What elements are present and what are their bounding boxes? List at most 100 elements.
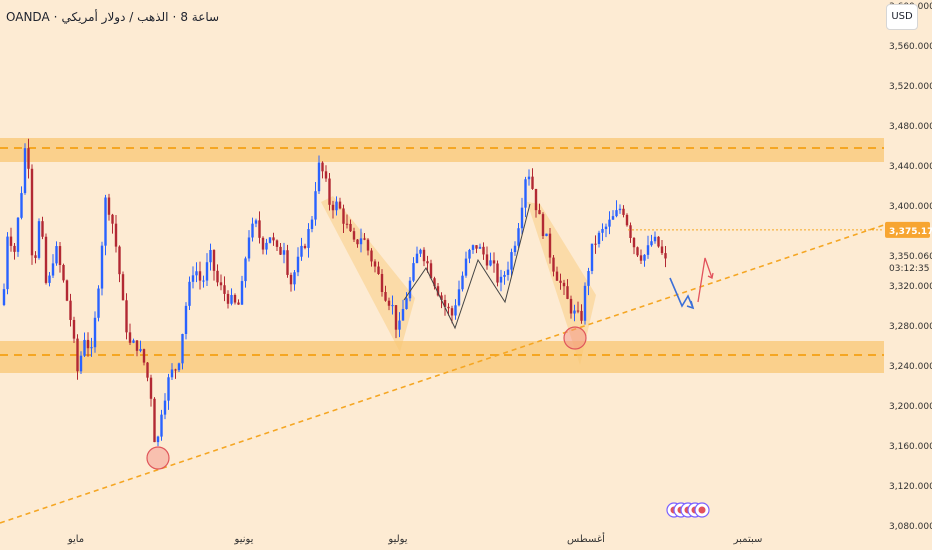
resistance-zone [0, 138, 884, 162]
candle-body [177, 363, 181, 371]
time-tick-label: يوليو [387, 534, 407, 545]
candle-body [629, 225, 632, 238]
price-tick-label: 3,280.000 [889, 322, 932, 332]
time-tick-label: سبتمبر [733, 534, 763, 545]
candle-body [594, 243, 597, 245]
candle-body [345, 223, 349, 225]
time-axis[interactable]: مايو يونيو يوليو أغسطس سبتمبر [67, 532, 763, 545]
ascending-trendline [0, 224, 885, 524]
candle-body [2, 289, 6, 305]
candle-body [237, 302, 240, 305]
candle-body [65, 280, 69, 301]
price-path-line [403, 203, 531, 330]
candle-body [391, 305, 394, 307]
candle-body [321, 162, 324, 172]
projected-rise-arrowhead [707, 272, 714, 279]
candle-body [625, 214, 629, 226]
candle-body [615, 210, 618, 217]
candle-body [478, 246, 482, 249]
candle-body [6, 236, 9, 290]
candle-body [324, 171, 328, 179]
candle-body [23, 148, 27, 194]
candle-body [587, 271, 590, 286]
candle-body [125, 300, 128, 333]
candle-body [282, 250, 286, 255]
candle-body [576, 310, 580, 312]
candle-body [258, 220, 261, 238]
symbol-title: الذهب / دولار أمريكي [61, 10, 169, 24]
candle-body [373, 261, 377, 267]
economic-event-flag-icon [698, 506, 706, 514]
candle-body [650, 241, 653, 246]
candle-body [384, 291, 387, 301]
candle-body [128, 332, 132, 343]
candle-body [83, 339, 86, 356]
price-tick-label: 3,560.000 [889, 42, 932, 52]
candle-body [156, 436, 160, 443]
candle-body [496, 263, 499, 283]
candle-body [660, 246, 664, 254]
candle-body [51, 263, 55, 276]
secondary-price-value: 3,350.060 [889, 252, 932, 262]
candle-body [569, 298, 573, 314]
candle-body [415, 253, 419, 264]
candle-body [205, 262, 209, 281]
interval-label: 8 ساعة [180, 10, 220, 24]
candle-body [370, 250, 373, 262]
candle-body [69, 300, 72, 320]
annotation-layer [0, 203, 885, 524]
candle-body [499, 276, 503, 283]
candle-body [100, 245, 104, 289]
candle-body [653, 236, 657, 242]
candle-body [433, 278, 436, 287]
candle-body [268, 237, 272, 243]
candle-body [363, 238, 366, 240]
candle-body [408, 280, 412, 299]
candle-body [34, 255, 37, 258]
candle-body [510, 252, 513, 270]
candle-body [541, 214, 545, 237]
candle-body [30, 168, 34, 256]
candle-body [559, 280, 562, 283]
candle-body [216, 270, 219, 283]
candle-body [27, 148, 30, 169]
candle-body [597, 232, 601, 245]
support-zone [0, 341, 884, 373]
candle-body [622, 208, 625, 215]
candle-body [429, 263, 433, 279]
candlestick-series [2, 138, 667, 447]
candle-body [90, 347, 93, 349]
candle-body [146, 362, 149, 378]
candle-body [338, 201, 342, 209]
price-tick-label: 3,160.000 [889, 442, 932, 452]
symbol-header: OANDA · الذهب / دولار أمريكي · 8 ساعة [6, 10, 219, 24]
candle-body [517, 228, 520, 246]
candle-body [611, 216, 615, 220]
candle-body [142, 349, 146, 363]
candle-body [447, 306, 450, 309]
candle-body [538, 210, 541, 215]
candle-body [604, 226, 608, 230]
candle-body [475, 245, 478, 249]
candle-body [317, 162, 321, 192]
candle-body [265, 242, 268, 250]
candle-body [188, 281, 191, 306]
currency-selector[interactable]: USD [886, 4, 918, 30]
candle-body [202, 280, 205, 282]
candle-body [608, 219, 611, 227]
candle-body [149, 377, 153, 399]
projected-dip-arrowhead [686, 300, 695, 310]
price-axis[interactable]: 3,640.0003,600.0003,560.0003,520.0003,48… [884, 0, 932, 550]
candle-body [520, 207, 524, 229]
candle-body [58, 246, 62, 265]
candle-body [342, 208, 345, 224]
candle-body [300, 245, 303, 257]
price-tick-label: 3,200.000 [889, 402, 932, 412]
candle-body [335, 201, 338, 211]
candle-body [562, 282, 566, 287]
candle-body [482, 246, 485, 255]
candle-body [79, 355, 83, 372]
candle-body [349, 223, 352, 232]
candle-body [93, 317, 97, 348]
